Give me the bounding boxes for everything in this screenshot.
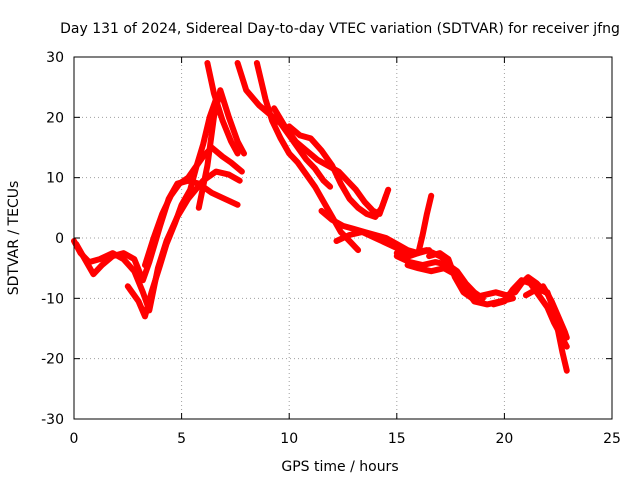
y-tick-label: 30 [46, 50, 64, 66]
series-arc-4 [142, 144, 245, 269]
x-tick-label: 15 [388, 431, 406, 447]
x-tick-label: 0 [70, 431, 79, 447]
series-arc-9 [271, 105, 389, 217]
y-tick-label: 0 [55, 231, 64, 247]
y-tick-label: 10 [46, 171, 64, 187]
y-tick-label: -10 [41, 291, 64, 307]
axes: 0 5 10 15 20 25 -30 -20 -10 0 10 20 30 [41, 50, 621, 447]
series-arc-16 [426, 250, 549, 302]
y-tick-label: 20 [46, 110, 64, 126]
y-axis-label: SDTVAR / TECUs [6, 181, 22, 296]
x-tick-label: 10 [280, 431, 298, 447]
y-tick-label: -20 [41, 352, 64, 368]
data-series [71, 60, 570, 374]
x-tick-label: 25 [603, 431, 621, 447]
series-arc-10 [286, 123, 392, 220]
y-tick-label: -30 [41, 412, 64, 428]
x-tick-label: 20 [495, 431, 513, 447]
series-arc-8 [253, 60, 362, 254]
series-arc-6 [204, 60, 241, 157]
series-arc-3 [124, 96, 219, 320]
chart-title: Day 131 of 2024, Sidereal Day-to-day VTE… [60, 21, 620, 37]
series-arc-13 [393, 192, 435, 260]
series-arc-5 [195, 87, 247, 211]
series-arc-19 [540, 283, 570, 341]
x-tick-label: 5 [177, 431, 186, 447]
x-axis-label: GPS time / hours [281, 459, 398, 475]
